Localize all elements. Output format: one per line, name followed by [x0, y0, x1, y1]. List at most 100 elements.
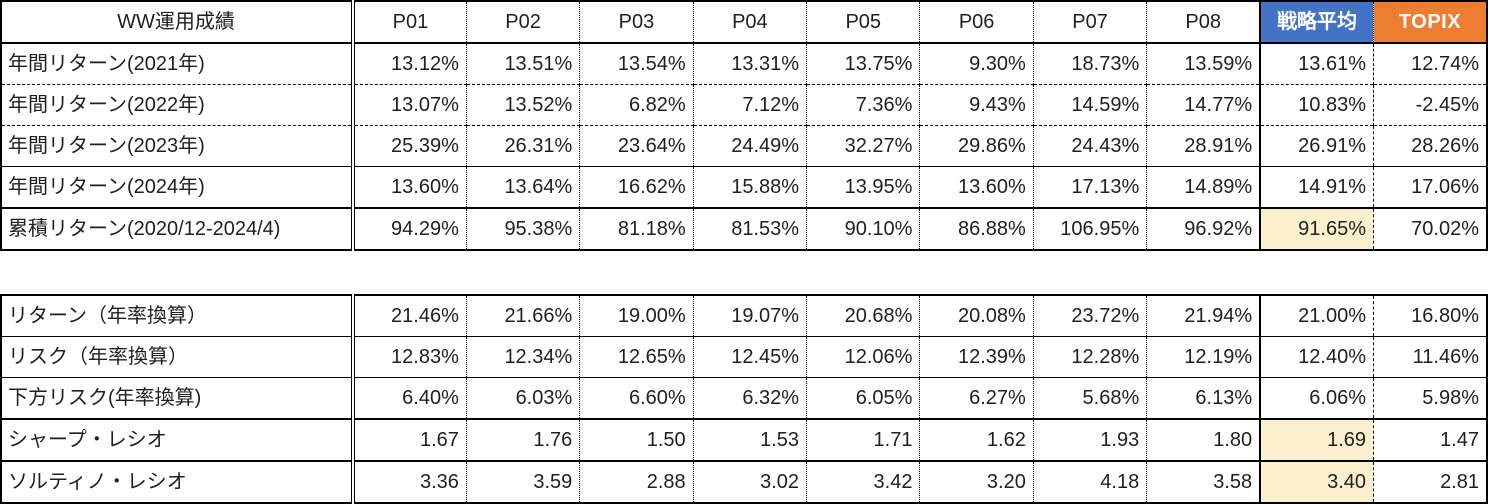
strategy-average-cell[interactable]: 21.00%: [1259, 295, 1374, 337]
value-cell[interactable]: 12.45%: [692, 336, 807, 378]
value-cell[interactable]: 20.68%: [806, 295, 920, 337]
strategy-average-cell[interactable]: 10.83%: [1259, 84, 1374, 126]
value-cell[interactable]: 86.88%: [919, 207, 1034, 250]
value-cell[interactable]: 3.36: [350, 460, 467, 503]
value-cell[interactable]: 14.59%: [1032, 84, 1147, 126]
value-cell[interactable]: 1.50: [579, 418, 694, 461]
value-cell[interactable]: 14.77%: [1146, 84, 1261, 126]
column-header-topix[interactable]: TOPIX: [1373, 1, 1487, 44]
row-label[interactable]: 年間リターン(2022年): [1, 84, 353, 126]
row-label[interactable]: リスク（年率換算）: [1, 336, 353, 378]
value-cell[interactable]: 1.80: [1146, 418, 1261, 461]
value-cell[interactable]: 25.39%: [350, 125, 467, 167]
row-label[interactable]: 累積リターン(2020/12-2024/4): [1, 207, 353, 250]
row-label[interactable]: シャープ・レシオ: [1, 418, 353, 461]
column-header-strategy-average[interactable]: 戦略平均: [1259, 1, 1374, 44]
strategy-average-cell[interactable]: 91.65%: [1259, 207, 1374, 250]
strategy-average-cell[interactable]: 1.69: [1259, 418, 1374, 461]
strategy-average-cell[interactable]: 3.40: [1259, 460, 1374, 503]
value-cell[interactable]: 94.29%: [350, 207, 467, 250]
value-cell[interactable]: 20.08%: [919, 295, 1034, 337]
topix-cell[interactable]: 2.81: [1373, 460, 1487, 503]
value-cell[interactable]: 3.02: [692, 460, 807, 503]
value-cell[interactable]: 17.13%: [1032, 166, 1147, 208]
row-label[interactable]: ソルティノ・レシオ: [1, 460, 353, 503]
value-cell[interactable]: 1.76: [465, 418, 580, 461]
row-label[interactable]: リターン（年率換算）: [8, 305, 207, 327]
value-cell[interactable]: 1.62: [919, 418, 1034, 461]
column-header-p07[interactable]: P07: [1032, 1, 1147, 44]
value-cell[interactable]: 7.36%: [806, 84, 920, 126]
strategy-average-cell[interactable]: 6.06%: [1259, 377, 1374, 419]
value-cell[interactable]: 23.72%: [1032, 295, 1147, 337]
row-label[interactable]: 年間リターン(2023年): [1, 125, 353, 167]
value-cell[interactable]: 12.65%: [579, 336, 694, 378]
strategy-average-cell[interactable]: 12.40%: [1259, 336, 1374, 378]
value-cell[interactable]: 6.60%: [579, 377, 694, 419]
strategy-average-cell[interactable]: 26.91%: [1259, 125, 1374, 167]
value-cell[interactable]: 23.64%: [579, 125, 694, 167]
value-cell[interactable]: 12.19%: [1146, 336, 1261, 378]
value-cell[interactable]: 21.66%: [465, 295, 580, 337]
value-cell[interactable]: 6.03%: [465, 377, 580, 419]
column-header-p04[interactable]: P04: [692, 1, 807, 44]
column-header-p01[interactable]: P01: [350, 1, 467, 44]
value-cell[interactable]: 96.92%: [1146, 207, 1261, 250]
value-cell[interactable]: 13.64%: [465, 166, 580, 208]
value-cell[interactable]: 13.60%: [919, 166, 1034, 208]
value-cell[interactable]: 12.28%: [1032, 336, 1147, 378]
value-cell[interactable]: 21.94%: [1146, 295, 1261, 337]
column-header-p05[interactable]: P05: [806, 1, 920, 44]
value-cell[interactable]: 14.89%: [1146, 166, 1261, 208]
value-cell[interactable]: 95.38%: [465, 207, 580, 250]
value-cell[interactable]: 13.51%: [465, 43, 580, 85]
value-cell[interactable]: 13.95%: [806, 166, 920, 208]
value-cell[interactable]: 24.43%: [1032, 125, 1147, 167]
value-cell[interactable]: 5.68%: [1032, 377, 1147, 419]
value-cell[interactable]: 1.71: [806, 418, 920, 461]
topix-cell[interactable]: 16.80%: [1373, 295, 1487, 337]
value-cell[interactable]: 9.30%: [919, 43, 1034, 85]
column-header-p08[interactable]: P08: [1146, 1, 1261, 44]
column-header-p03[interactable]: P03: [579, 1, 694, 44]
topix-cell[interactable]: 11.46%: [1373, 336, 1487, 378]
value-cell[interactable]: 28.91%: [1146, 125, 1261, 167]
value-cell[interactable]: 19.00%: [579, 295, 694, 337]
strategy-average-cell[interactable]: 13.61%: [1259, 43, 1374, 85]
row-label[interactable]: 年間リターン(2021年): [8, 53, 205, 75]
topix-cell[interactable]: 70.02%: [1373, 207, 1487, 250]
value-cell[interactable]: 1.93: [1032, 418, 1147, 461]
topix-cell[interactable]: 12.74%: [1373, 43, 1487, 85]
topix-cell[interactable]: 5.98%: [1373, 377, 1487, 419]
value-cell[interactable]: 12.34%: [465, 336, 580, 378]
value-cell[interactable]: 3.20: [919, 460, 1034, 503]
row-label[interactable]: 下方リスク(年率換算): [1, 377, 353, 419]
value-cell[interactable]: 6.40%: [350, 377, 467, 419]
topix-cell[interactable]: 28.26%: [1373, 125, 1487, 167]
value-cell[interactable]: 26.31%: [465, 125, 580, 167]
value-cell[interactable]: 6.13%: [1146, 377, 1261, 419]
value-cell[interactable]: 81.53%: [692, 207, 807, 250]
value-cell[interactable]: 18.73%: [1032, 43, 1147, 85]
value-cell[interactable]: 3.42: [806, 460, 920, 503]
value-cell[interactable]: 81.18%: [579, 207, 694, 250]
value-cell[interactable]: 13.07%: [350, 84, 467, 126]
row-label[interactable]: 年間リターン(2024年): [1, 166, 353, 208]
value-cell[interactable]: 2.88: [579, 460, 694, 503]
value-cell[interactable]: 9.43%: [919, 84, 1034, 126]
value-cell[interactable]: 6.27%: [919, 377, 1034, 419]
value-cell[interactable]: 12.06%: [806, 336, 920, 378]
value-cell[interactable]: 12.83%: [350, 336, 467, 378]
value-cell[interactable]: 3.58: [1146, 460, 1261, 503]
topix-cell[interactable]: 17.06%: [1373, 166, 1487, 208]
value-cell[interactable]: 3.59: [465, 460, 580, 503]
value-cell[interactable]: 32.27%: [806, 125, 920, 167]
value-cell[interactable]: 1.67: [350, 418, 467, 461]
value-cell[interactable]: 1.53: [692, 418, 807, 461]
value-cell[interactable]: 6.82%: [579, 84, 694, 126]
value-cell[interactable]: 12.39%: [919, 336, 1034, 378]
value-cell[interactable]: 4.18: [1032, 460, 1147, 503]
value-cell[interactable]: 6.32%: [692, 377, 807, 419]
value-cell[interactable]: 7.12%: [692, 84, 807, 126]
value-cell[interactable]: 24.49%: [692, 125, 807, 167]
